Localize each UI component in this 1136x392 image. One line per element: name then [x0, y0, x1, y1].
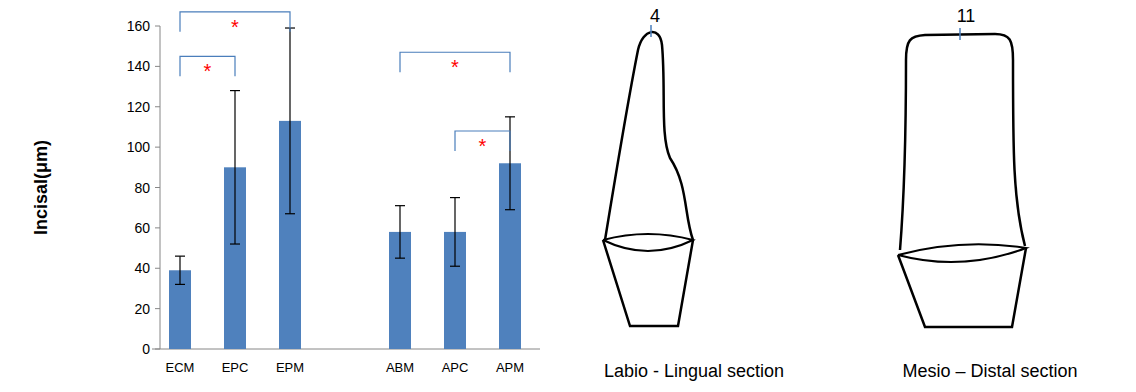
root-outline [898, 248, 1026, 327]
y-tick [155, 66, 160, 67]
x-tick-label: ECM [166, 360, 195, 375]
error-bar-cap [230, 243, 240, 244]
tooth-section: 11 Mesio – Distal section [898, 6, 1078, 381]
crown-outline [605, 32, 693, 240]
y-tick-label: 0 [142, 341, 150, 357]
y-tick-label: 60 [134, 220, 150, 236]
x-tick-label: ABM [386, 360, 414, 375]
y-tick [155, 26, 160, 27]
error-bar-cap [450, 266, 460, 267]
x-tick-label: EPM [276, 360, 304, 375]
error-bar [175, 256, 185, 284]
root-outline [603, 240, 693, 326]
error-bar-cap [175, 256, 185, 257]
y-tick-label: 100 [127, 139, 151, 155]
significance-star: * [231, 16, 239, 38]
error-bar [230, 91, 240, 244]
section-caption: Labio - Lingual section [604, 361, 784, 381]
x-tick-label: APM [496, 360, 524, 375]
error-bar-stem [399, 206, 400, 258]
error-bar-cap [505, 209, 515, 210]
error-bar-cap [395, 258, 405, 259]
figure: 0 20 40 60 80 100 120 140 160 Incisal(μm) ECM EPC EP… [0, 0, 1136, 392]
error-bar-cap [450, 197, 460, 198]
measure-point [650, 25, 652, 37]
y-tick [155, 106, 160, 107]
error-bar [395, 206, 405, 258]
y-tick [155, 147, 160, 148]
error-bar-stem [289, 28, 290, 214]
y-tick-label: 120 [127, 99, 151, 115]
error-bar [450, 198, 460, 267]
error-bar [285, 28, 295, 214]
error-bar-cap [285, 213, 295, 214]
error-bar-stem [234, 91, 235, 244]
x-axis-line [152, 349, 540, 350]
bars [169, 28, 521, 349]
y-tick [155, 187, 160, 188]
y-tick [155, 268, 160, 269]
error-bar-cap [505, 116, 515, 117]
x-tick-label: APC [442, 360, 469, 375]
error-bar-stem [179, 256, 180, 284]
point-label: 4 [650, 6, 660, 26]
y-tick-label: 20 [134, 301, 150, 317]
significance-star: * [204, 60, 212, 82]
tooth-section: 4 Labio - Lingual section [603, 6, 784, 381]
error-bar-cap [395, 205, 405, 206]
section-caption: Mesio – Distal section [902, 361, 1077, 381]
x-tick-label: EPC [222, 360, 249, 375]
y-tick-label: 140 [127, 58, 151, 74]
y-tick-label: 160 [127, 18, 151, 34]
y-tick [155, 308, 160, 309]
error-bar-stem [454, 198, 455, 267]
error-bar-cap [230, 90, 240, 91]
y-tick [155, 227, 160, 228]
crown-base [898, 244, 1026, 262]
significance-star: * [451, 56, 459, 78]
error-bar-cap [175, 284, 185, 285]
y-axis-label: Incisal(μm) [31, 140, 51, 235]
y-tick-label: 80 [134, 180, 150, 196]
crown-outline [900, 34, 1025, 250]
crown-base [603, 234, 693, 251]
y-tick-label: 40 [134, 260, 150, 276]
significance-star: * [479, 135, 487, 157]
measure-point [959, 28, 961, 40]
point-label: 11 [957, 6, 976, 26]
